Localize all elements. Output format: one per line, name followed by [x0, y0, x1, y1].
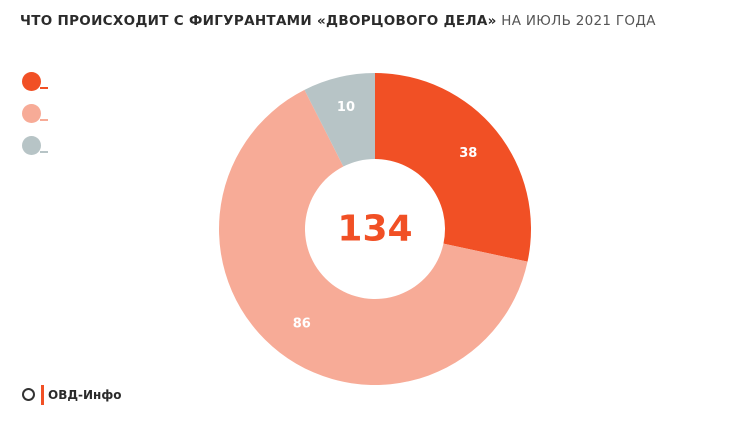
- legend-swatch: [22, 136, 41, 155]
- legend-swatch: [22, 72, 41, 91]
- donut-slice-3: [304, 73, 375, 167]
- donut-slice-2: [219, 89, 528, 385]
- chart-title-light: НА ИЮЛЬ 2021 ГОДА: [496, 13, 656, 29]
- slice-value-label-1: 38: [459, 146, 477, 161]
- legend-swatch: [22, 104, 41, 123]
- legend-dash: [40, 151, 48, 153]
- slice-value-label-2: 86: [293, 317, 311, 332]
- logo-text: ОВД-Инфо: [48, 388, 122, 402]
- slice-value-label-3: 10: [337, 100, 355, 115]
- legend-dash: [40, 119, 48, 121]
- logo-circle-icon: [22, 388, 35, 401]
- donut-slice-1: [375, 73, 531, 262]
- logo-bar-icon: [41, 385, 44, 405]
- total-value: 134: [337, 209, 412, 250]
- chart-title: ЧТО ПРОИСХОДИТ С ФИГУРАНТАМИ «ДВОРЦОВОГО…: [20, 13, 656, 29]
- chart-title-bold: ЧТО ПРОИСХОДИТ С ФИГУРАНТАМИ «ДВОРЦОВОГО…: [20, 13, 497, 29]
- legend-dash: [40, 87, 48, 89]
